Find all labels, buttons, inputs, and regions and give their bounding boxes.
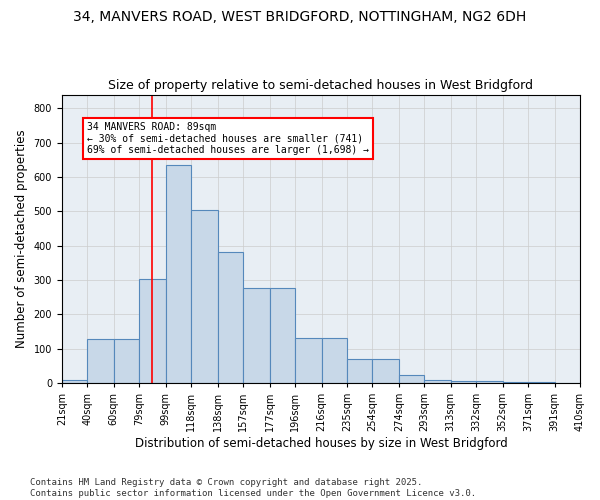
- Title: Size of property relative to semi-detached houses in West Bridgford: Size of property relative to semi-detach…: [109, 79, 533, 92]
- Text: 34, MANVERS ROAD, WEST BRIDGFORD, NOTTINGHAM, NG2 6DH: 34, MANVERS ROAD, WEST BRIDGFORD, NOTTIN…: [73, 10, 527, 24]
- Bar: [218, 252, 243, 383]
- Bar: [166, 165, 191, 383]
- Text: 34 MANVERS ROAD: 89sqm
← 30% of semi-detached houses are smaller (741)
69% of se: 34 MANVERS ROAD: 89sqm ← 30% of semi-det…: [87, 122, 369, 155]
- Bar: [372, 359, 399, 383]
- Bar: [243, 288, 269, 383]
- Bar: [191, 210, 218, 383]
- Text: Contains HM Land Registry data © Crown copyright and database right 2025.
Contai: Contains HM Land Registry data © Crown c…: [30, 478, 476, 498]
- Bar: [528, 382, 554, 383]
- Bar: [139, 279, 166, 383]
- X-axis label: Distribution of semi-detached houses by size in West Bridgford: Distribution of semi-detached houses by …: [134, 437, 507, 450]
- Bar: [399, 376, 424, 383]
- Bar: [476, 382, 503, 383]
- Bar: [114, 339, 139, 383]
- Bar: [322, 338, 347, 383]
- Bar: [62, 380, 87, 383]
- Bar: [87, 339, 114, 383]
- Bar: [347, 359, 372, 383]
- Bar: [269, 288, 295, 383]
- Bar: [424, 380, 451, 383]
- Bar: [451, 382, 476, 383]
- Y-axis label: Number of semi-detached properties: Number of semi-detached properties: [15, 130, 28, 348]
- Bar: [503, 382, 528, 383]
- Bar: [295, 338, 322, 383]
